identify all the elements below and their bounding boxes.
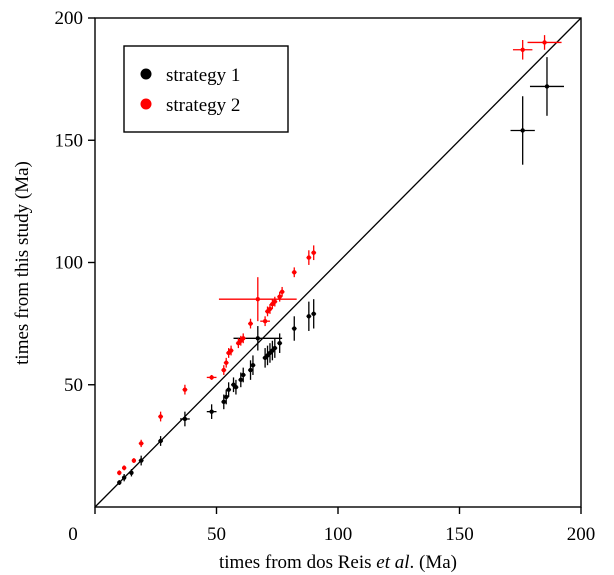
x-tick-label: 100 (324, 524, 353, 545)
data-point (544, 84, 550, 89)
legend-label-strategy-1: strategy 1 (166, 65, 240, 86)
data-point (138, 458, 144, 463)
x-tick-label: 50 (207, 524, 226, 545)
y-tick-label: 150 (55, 130, 84, 151)
data-point (248, 321, 253, 326)
x-axis-title: times from dos Reis et al. (Ma) (219, 552, 457, 573)
x-axis-title-part-2: . (Ma) (410, 552, 457, 573)
y-tick-label: 100 (55, 253, 84, 274)
data-point (158, 414, 163, 419)
data-point (182, 387, 188, 392)
data-point (292, 326, 297, 331)
x-axis-title-part-1: times from dos Reis (219, 552, 376, 573)
legend-marker-strategy-2 (140, 98, 152, 110)
data-point (277, 340, 282, 346)
data-point (121, 465, 127, 471)
data-point (121, 475, 127, 480)
data-point (158, 438, 163, 444)
data-point (224, 360, 229, 365)
data-point (267, 306, 273, 312)
data-point (228, 348, 234, 353)
data-point (279, 289, 285, 295)
data-point (306, 255, 312, 260)
data-point (272, 345, 278, 351)
y-axis-title: times from this study (Ma) (12, 161, 33, 365)
data-point (241, 336, 246, 341)
legend-label-strategy-2: strategy 2 (166, 95, 240, 116)
data-point (255, 296, 261, 302)
data-point (131, 458, 137, 463)
series-2 (117, 35, 562, 476)
axis-ticks: 0 50 100 150 200 50 100 150 200 (55, 8, 596, 545)
data-point (241, 372, 246, 378)
data-point (224, 394, 229, 400)
data-point (182, 416, 188, 422)
data-point (138, 441, 144, 446)
x-axis-title-italic: et al (376, 552, 409, 573)
data-point (221, 399, 226, 405)
reference-line (94, 17, 582, 508)
data-point (306, 314, 312, 319)
data-point (255, 336, 261, 341)
x-tick-label: 150 (445, 524, 474, 545)
x-tick-label: 200 (567, 524, 596, 545)
data-point (277, 294, 282, 299)
legend-marker-strategy-1 (140, 68, 152, 80)
data-point (117, 480, 122, 485)
data-point (233, 384, 239, 390)
data-point (520, 128, 525, 133)
data-point (117, 470, 122, 475)
data-point (248, 367, 253, 373)
legend: strategy 1 strategy 2 (123, 45, 289, 133)
x-tick-label: 0 (68, 524, 78, 545)
y-tick-label: 50 (64, 375, 83, 396)
y-tick-label: 200 (55, 8, 84, 29)
data-point (129, 470, 134, 475)
data-point (226, 387, 231, 392)
data-point (311, 250, 316, 255)
data-point (250, 362, 256, 368)
data-point (311, 311, 316, 317)
data-point (221, 367, 226, 373)
data-point (292, 270, 297, 275)
data-point (238, 377, 243, 383)
data-point (209, 375, 214, 380)
data-point (209, 409, 214, 414)
data-point (272, 299, 278, 304)
data-point (520, 47, 525, 52)
series-1 (117, 57, 564, 485)
legend-box (123, 45, 289, 133)
data-point (262, 318, 268, 324)
data-point (542, 40, 547, 45)
